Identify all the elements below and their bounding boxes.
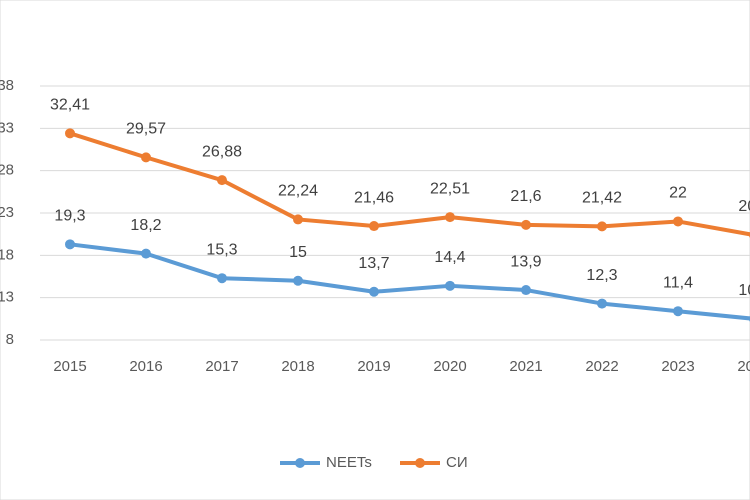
data-label: 19,3 — [54, 208, 85, 225]
data-point — [673, 216, 683, 227]
legend-label: NEETs — [326, 454, 372, 471]
data-label: 13,7 — [358, 255, 389, 272]
data-point — [445, 212, 455, 223]
data-point — [369, 286, 379, 297]
legend-label: СИ — [446, 454, 468, 471]
y-tick-label: 28 — [0, 162, 14, 179]
data-label: 22,51 — [430, 180, 470, 197]
y-tick-label: 18 — [0, 246, 14, 263]
legend-marker — [295, 458, 305, 468]
data-label: 10,5 — [738, 282, 750, 299]
data-point — [141, 152, 151, 163]
data-label: 21,46 — [354, 189, 394, 206]
data-point — [217, 175, 227, 186]
data-label: 13,9 — [510, 253, 541, 270]
data-point — [673, 306, 683, 317]
data-label: 12,3 — [586, 267, 617, 284]
data-label: 20,4 — [738, 198, 750, 215]
data-point — [597, 221, 607, 232]
data-point — [369, 221, 379, 232]
data-point — [141, 248, 151, 259]
data-label: 15,3 — [206, 241, 237, 258]
data-point — [521, 219, 531, 230]
x-tick-label: 2019 — [357, 358, 390, 375]
y-tick-label: 8 — [6, 331, 14, 348]
x-tick-label: 2015 — [53, 358, 86, 375]
data-label: 32,41 — [50, 97, 90, 114]
data-point — [597, 298, 607, 309]
x-tick-label: 2024 — [737, 358, 750, 375]
data-label: 11,4 — [663, 274, 693, 291]
data-label: 29,57 — [126, 121, 166, 138]
data-label: 22,24 — [278, 183, 318, 200]
data-point — [293, 275, 303, 286]
data-label: 22 — [669, 185, 687, 202]
data-point — [217, 273, 227, 284]
data-label: 21,6 — [510, 188, 541, 205]
data-point — [293, 214, 303, 225]
x-tick-label: 2016 — [129, 358, 162, 375]
data-point — [65, 128, 75, 139]
data-label: 14,4 — [434, 249, 465, 266]
data-label: 26,88 — [202, 143, 242, 160]
data-point — [521, 285, 531, 296]
data-label: 21,42 — [582, 190, 622, 207]
y-tick-label: 13 — [0, 289, 14, 306]
data-label: 15 — [289, 244, 307, 261]
series-line — [69, 242, 750, 321]
y-tick-label: 38 — [0, 77, 14, 94]
x-tick-label: 2017 — [205, 358, 238, 375]
x-tick-label: 2021 — [509, 358, 542, 375]
y-tick-label: 23 — [0, 204, 14, 221]
series-line — [69, 131, 750, 237]
x-tick-label: 2018 — [281, 358, 314, 375]
data-point — [445, 280, 455, 291]
x-tick-label: 2020 — [433, 358, 466, 375]
data-label: 18,2 — [130, 217, 161, 234]
legend-marker — [415, 458, 425, 468]
x-tick-label: 2022 — [585, 358, 618, 375]
data-point — [65, 239, 75, 250]
x-tick-label: 2023 — [661, 358, 694, 375]
y-tick-label: 33 — [0, 119, 14, 136]
